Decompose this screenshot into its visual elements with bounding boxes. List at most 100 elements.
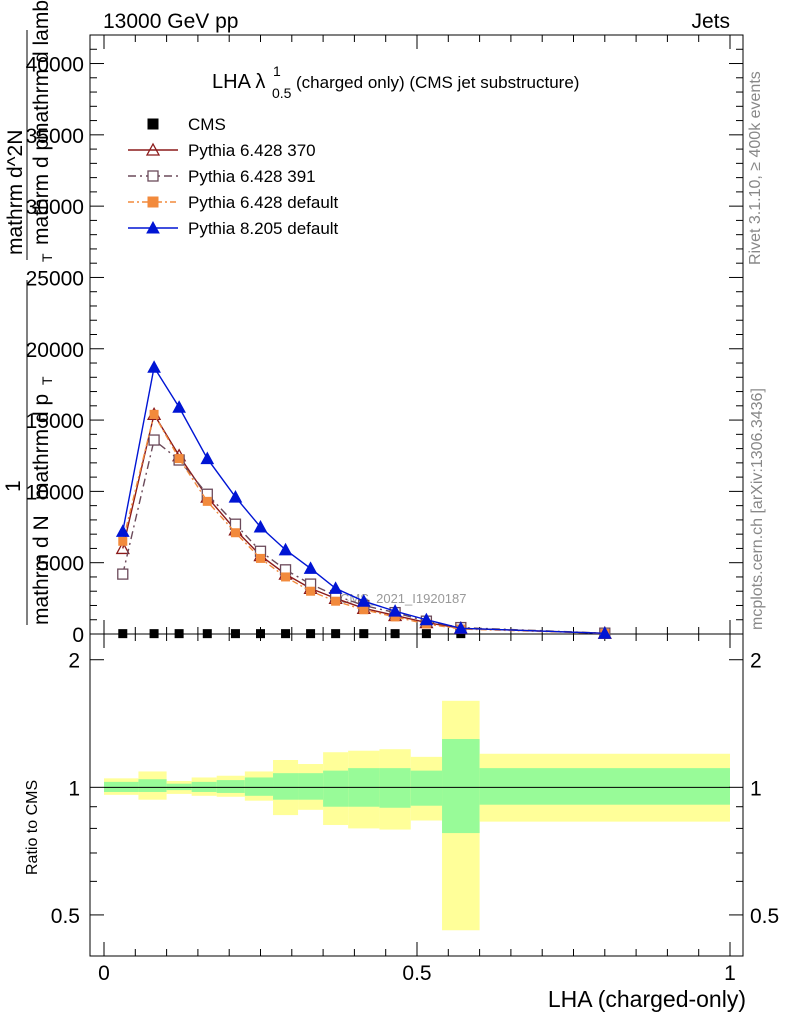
main-ytick-label: 20000 bbox=[26, 339, 84, 362]
series-0 bbox=[118, 629, 610, 639]
data-point bbox=[306, 629, 316, 639]
ratio-ytick-label-left-1: 2 bbox=[68, 650, 80, 673]
ratio-inner-band-bin bbox=[410, 770, 443, 806]
ylabel-one: 1 bbox=[2, 480, 25, 492]
ratio-inner-band-bin bbox=[479, 768, 730, 805]
data-point bbox=[229, 518, 242, 530]
data-point bbox=[597, 626, 612, 639]
data-point bbox=[331, 596, 341, 606]
data-point bbox=[359, 605, 369, 615]
ylabel-dpT: mathrm d p bbox=[30, 394, 53, 500]
main-ytick-label: 30000 bbox=[26, 196, 84, 219]
legend-label: Pythia 8.205 default bbox=[188, 219, 339, 238]
data-point bbox=[202, 629, 212, 639]
header-right: Jets bbox=[691, 10, 730, 33]
data-point bbox=[388, 604, 402, 617]
series-group bbox=[115, 360, 612, 639]
legend: CMS Pythia 6.428 370 Pythia 6.428 391 Pythi… bbox=[128, 115, 339, 238]
legend-marker bbox=[146, 220, 160, 234]
legend-label: Pythia 6.428 default bbox=[188, 193, 339, 212]
ratio-inner-band-bin bbox=[442, 739, 480, 834]
legend-entry: Pythia 6.428 default bbox=[128, 193, 339, 212]
ratio-ytick-label-right-2: 1 bbox=[750, 777, 762, 800]
title-main: LHA λ bbox=[212, 71, 265, 93]
ratio-inner-band-bin bbox=[379, 768, 411, 808]
data-point bbox=[328, 581, 343, 594]
ratio-bands bbox=[104, 700, 730, 931]
legend-label: Pythia 6.428 370 bbox=[188, 141, 316, 160]
data-point bbox=[390, 629, 400, 639]
data-point bbox=[253, 519, 268, 533]
main-ytick-label: 15000 bbox=[26, 410, 84, 433]
data-point bbox=[359, 629, 369, 639]
data-point bbox=[278, 542, 293, 556]
ratio-inner-band-bin bbox=[323, 770, 349, 807]
data-point bbox=[174, 629, 184, 639]
ratio-axis-ticks bbox=[90, 659, 743, 916]
ylabel-denominator-lambda: mathrm d lambda bbox=[30, 0, 53, 140]
ratio-y-axis-label: Ratio to CMS bbox=[24, 780, 41, 875]
data-point bbox=[149, 629, 159, 639]
data-point bbox=[281, 629, 291, 639]
ylabel-dN: mathrm d N bbox=[30, 515, 53, 625]
header-left: 13000 GeV pp bbox=[103, 10, 238, 33]
main-ytick-label: 35000 bbox=[26, 125, 84, 148]
data-point bbox=[174, 454, 184, 464]
data-point bbox=[117, 568, 129, 580]
ylabel-denominator: mathrm d p bbox=[30, 139, 53, 245]
data-point bbox=[281, 572, 291, 582]
legend-marker bbox=[147, 170, 159, 182]
series-line bbox=[122, 365, 605, 634]
data-point bbox=[421, 629, 431, 639]
ratio-inner-band-bin bbox=[244, 777, 274, 796]
data-point bbox=[256, 553, 265, 563]
data-point bbox=[118, 629, 128, 639]
ylabel-denominator-sub: T bbox=[39, 253, 55, 262]
data-point bbox=[256, 629, 265, 639]
data-point bbox=[148, 434, 160, 446]
data-point bbox=[200, 451, 215, 465]
legend-marker bbox=[147, 196, 159, 208]
data-point bbox=[147, 360, 161, 373]
data-point bbox=[306, 586, 316, 596]
title-sub: 0.5 bbox=[272, 85, 292, 101]
legend-marker bbox=[145, 142, 161, 156]
legend-entry: Pythia 6.428 370 bbox=[128, 141, 316, 160]
ratio-inner-band-bin bbox=[298, 773, 324, 800]
ratio-inner-band-bin bbox=[273, 773, 299, 800]
main-y-axis-label: mathrm d^2N mathrm d p T mathrm d lambda… bbox=[2, 0, 55, 625]
title-rest: (charged only) (CMS jet substructure) bbox=[296, 73, 579, 92]
ylabel-dpT-sub: T bbox=[39, 376, 55, 385]
data-point bbox=[115, 541, 130, 555]
series-4 bbox=[115, 360, 612, 639]
data-point bbox=[419, 612, 434, 626]
data-point bbox=[202, 496, 212, 506]
data-point bbox=[356, 594, 371, 607]
legend-entry: CMS bbox=[147, 115, 226, 134]
xtick-label-0: 0 bbox=[98, 962, 110, 985]
legend-entry: Pythia 8.205 default bbox=[128, 219, 339, 238]
data-point bbox=[331, 629, 341, 639]
legend-label: Pythia 6.428 391 bbox=[188, 167, 316, 186]
ratio-inner-band-bin bbox=[138, 779, 167, 792]
rivet-label: Rivet 3.1.10, ≥ 400k events bbox=[747, 71, 764, 265]
data-point bbox=[303, 561, 318, 574]
data-point bbox=[228, 490, 243, 503]
data-point bbox=[115, 524, 130, 537]
data-point bbox=[230, 629, 240, 639]
analysis-watermark: CMS_2021_I1920187 bbox=[340, 591, 467, 606]
xtick-label-2: 1 bbox=[724, 962, 736, 985]
data-point bbox=[172, 400, 186, 413]
legend-entry: Pythia 6.428 391 bbox=[128, 167, 316, 186]
ratio-inner-band-bin bbox=[216, 780, 245, 793]
title-lambda: LHA λ bbox=[212, 71, 265, 93]
data-point bbox=[149, 409, 159, 419]
ylabel-numerator: mathrm d^2N bbox=[4, 130, 27, 255]
legend-label: CMS bbox=[188, 115, 226, 134]
chart-title: LHA λ 1 0.5 (charged only) (CMS jet subs… bbox=[212, 63, 579, 101]
legend-marker bbox=[147, 118, 159, 130]
main-ytick-label: 0 bbox=[72, 624, 84, 647]
main-ytick-label: 10000 bbox=[26, 481, 84, 504]
ratio-ytick-label-left-2: 1 bbox=[68, 777, 80, 800]
